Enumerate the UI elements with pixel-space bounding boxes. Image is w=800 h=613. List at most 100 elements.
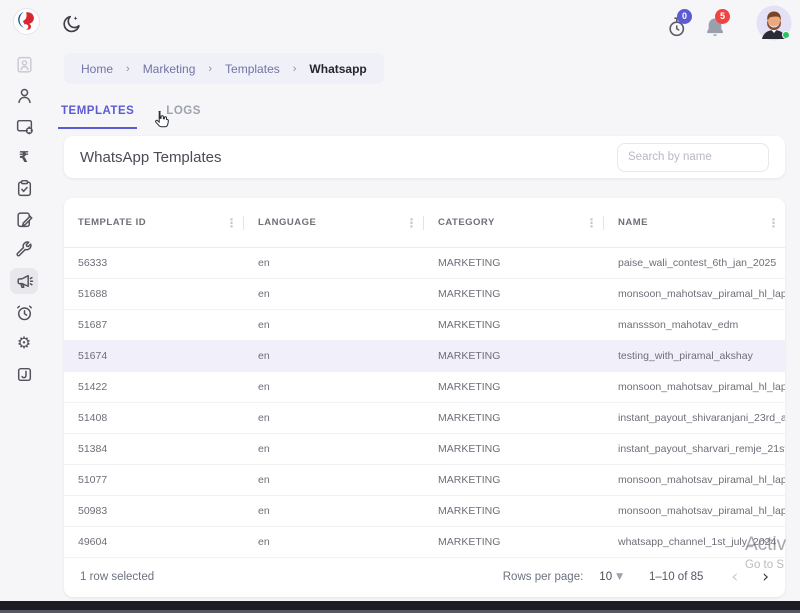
table-row[interactable]: 51688 en MARKETING monsoon_mahotsav_pira… <box>64 279 785 310</box>
cell-category: MARKETING <box>424 443 604 455</box>
user-avatar[interactable] <box>756 5 792 41</box>
cell-name: monsoon_mahotsav_piramal_hl_lap... <box>604 381 785 393</box>
rows-per-page-label: Rows per page: <box>503 571 584 583</box>
search-input[interactable] <box>617 143 769 172</box>
cell-name: whatsapp_channel_1st_july_2024 <box>604 536 785 548</box>
cell-template-id: 51384 <box>64 443 244 455</box>
cell-name: manssson_mahotav_edm <box>604 319 785 331</box>
column-header-language: LANGUAGE ⋮ <box>244 198 424 247</box>
tab-templates[interactable]: TEMPLATES <box>58 98 137 129</box>
cell-name: instant_payout_sharvari_remje_21st... <box>604 443 785 455</box>
cell-template-id: 49604 <box>64 536 244 548</box>
sidebar-item-payments[interactable]: ₹ <box>10 144 38 170</box>
next-page-button[interactable]: › <box>762 569 769 586</box>
cell-language: en <box>244 257 424 269</box>
notifications-button[interactable]: 5 <box>704 16 726 38</box>
journal-j-icon <box>15 365 34 384</box>
sidebar-item-tools[interactable] <box>10 237 38 263</box>
cell-category: MARKETING <box>424 257 604 269</box>
column-label: NAME <box>618 217 648 228</box>
column-menu-icon[interactable]: ⋮ <box>581 216 604 230</box>
main-content: Home › Marketing › Templates › Whatsapp … <box>48 48 800 613</box>
cell-language: en <box>244 443 424 455</box>
chevron-right-icon: › <box>126 63 130 75</box>
cell-name: monsoon_mahotsav_piramal_hl_lap... <box>604 474 785 486</box>
table-header-row: TEMPLATE ID ⋮ LANGUAGE ⋮ CATEGORY ⋮ NAME… <box>64 198 785 248</box>
cell-language: en <box>244 536 424 548</box>
sidebar-item-id-badge[interactable] <box>10 51 38 77</box>
sidebar-item-forms[interactable] <box>10 206 38 232</box>
clipboard-check-icon <box>15 179 34 198</box>
sidebar-nav: ₹ ⚙ <box>0 48 48 613</box>
column-label: TEMPLATE ID <box>78 217 146 228</box>
table-row[interactable]: 51687 en MARKETING manssson_mahotav_edm <box>64 310 785 341</box>
column-label: LANGUAGE <box>258 217 316 228</box>
timer-badge: 0 <box>677 9 692 24</box>
chevron-right-icon: › <box>293 63 297 75</box>
cell-template-id: 56333 <box>64 257 244 269</box>
online-status-dot <box>782 31 790 39</box>
breadcrumb-templates[interactable]: Templates <box>225 62 280 76</box>
timer-notifications-button[interactable]: 0 <box>666 16 688 38</box>
moon-stars-icon <box>61 13 83 35</box>
table-row[interactable]: 51077 en MARKETING monsoon_mahotsav_pira… <box>64 465 785 496</box>
table-footer: 1 row selected Rows per page: 10 ▼ 1–10 … <box>64 558 785 596</box>
cell-name: instant_payout_shivaranjani_23rd_a... <box>604 412 785 424</box>
id-badge-icon <box>15 55 34 74</box>
sidebar-item-users[interactable] <box>10 82 38 108</box>
breadcrumb-marketing[interactable]: Marketing <box>143 62 196 76</box>
cell-name: monsoon_mahotsav_piramal_hl_lap... <box>604 505 785 517</box>
table-row[interactable]: 51384 en MARKETING instant_payout_sharva… <box>64 434 785 465</box>
cell-category: MARKETING <box>424 350 604 362</box>
wrench-icon <box>15 241 34 260</box>
tab-bar: TEMPLATES LOGS <box>58 98 204 129</box>
column-header-template-id: TEMPLATE ID ⋮ <box>64 198 244 247</box>
previous-page-button[interactable]: ‹ <box>731 569 738 586</box>
breadcrumb-home[interactable]: Home <box>81 62 113 76</box>
column-menu-icon[interactable]: ⋮ <box>221 216 244 230</box>
cell-template-id: 51408 <box>64 412 244 424</box>
sidebar-item-tasks[interactable] <box>10 175 38 201</box>
sidebar-item-schedules[interactable] <box>10 299 38 325</box>
sidebar-item-monitor-settings[interactable] <box>10 113 38 139</box>
table-row[interactable]: 51422 en MARKETING monsoon_mahotsav_pira… <box>64 372 785 403</box>
monitor-gear-icon <box>15 117 34 136</box>
breadcrumb-current: Whatsapp <box>309 62 366 76</box>
megaphone-icon <box>15 272 34 291</box>
chevron-right-icon: › <box>208 63 212 75</box>
table-row[interactable]: 49604 en MARKETING whatsapp_channel_1st_… <box>64 527 785 558</box>
cell-language: en <box>244 319 424 331</box>
cell-language: en <box>244 412 424 424</box>
clipboard-edit-icon <box>15 210 34 229</box>
panel-header: WhatsApp Templates <box>64 136 785 178</box>
app-logo-icon <box>13 8 40 35</box>
cell-template-id: 50983 <box>64 505 244 517</box>
sidebar-item-settings[interactable]: ⚙ <box>10 330 38 356</box>
cell-name: paise_wali_contest_6th_jan_2025 <box>604 257 785 269</box>
cell-name: testing_with_piramal_akshay <box>604 350 785 362</box>
cell-category: MARKETING <box>424 536 604 548</box>
cell-template-id: 51077 <box>64 474 244 486</box>
cell-category: MARKETING <box>424 288 604 300</box>
cell-language: en <box>244 350 424 362</box>
sidebar-item-marketing[interactable] <box>10 268 38 294</box>
top-bar: 0 5 <box>0 0 800 48</box>
cell-template-id: 51687 <box>64 319 244 331</box>
cell-name: monsoon_mahotsav_piramal_hl_lap... <box>604 288 785 300</box>
column-label: CATEGORY <box>438 217 495 228</box>
column-menu-icon[interactable]: ⋮ <box>763 216 786 230</box>
rows-per-page-select[interactable]: 10 <box>599 571 612 583</box>
table-row[interactable]: 56333 en MARKETING paise_wali_contest_6t… <box>64 248 785 279</box>
column-menu-icon[interactable]: ⋮ <box>401 216 424 230</box>
sidebar-item-journal[interactable] <box>10 361 38 387</box>
column-header-name: NAME ⋮ <box>604 198 785 247</box>
column-header-category: CATEGORY ⋮ <box>424 198 604 247</box>
table-row[interactable]: 50983 en MARKETING monsoon_mahotsav_pira… <box>64 496 785 527</box>
dark-mode-toggle[interactable] <box>61 13 83 35</box>
cell-template-id: 51674 <box>64 350 244 362</box>
table-row[interactable]: 51408 en MARKETING instant_payout_shivar… <box>64 403 785 434</box>
caret-down-icon[interactable]: ▼ <box>616 572 623 582</box>
cell-category: MARKETING <box>424 319 604 331</box>
table-row-selected[interactable]: 51674 en MARKETING testing_with_piramal_… <box>64 341 785 372</box>
cell-category: MARKETING <box>424 505 604 517</box>
